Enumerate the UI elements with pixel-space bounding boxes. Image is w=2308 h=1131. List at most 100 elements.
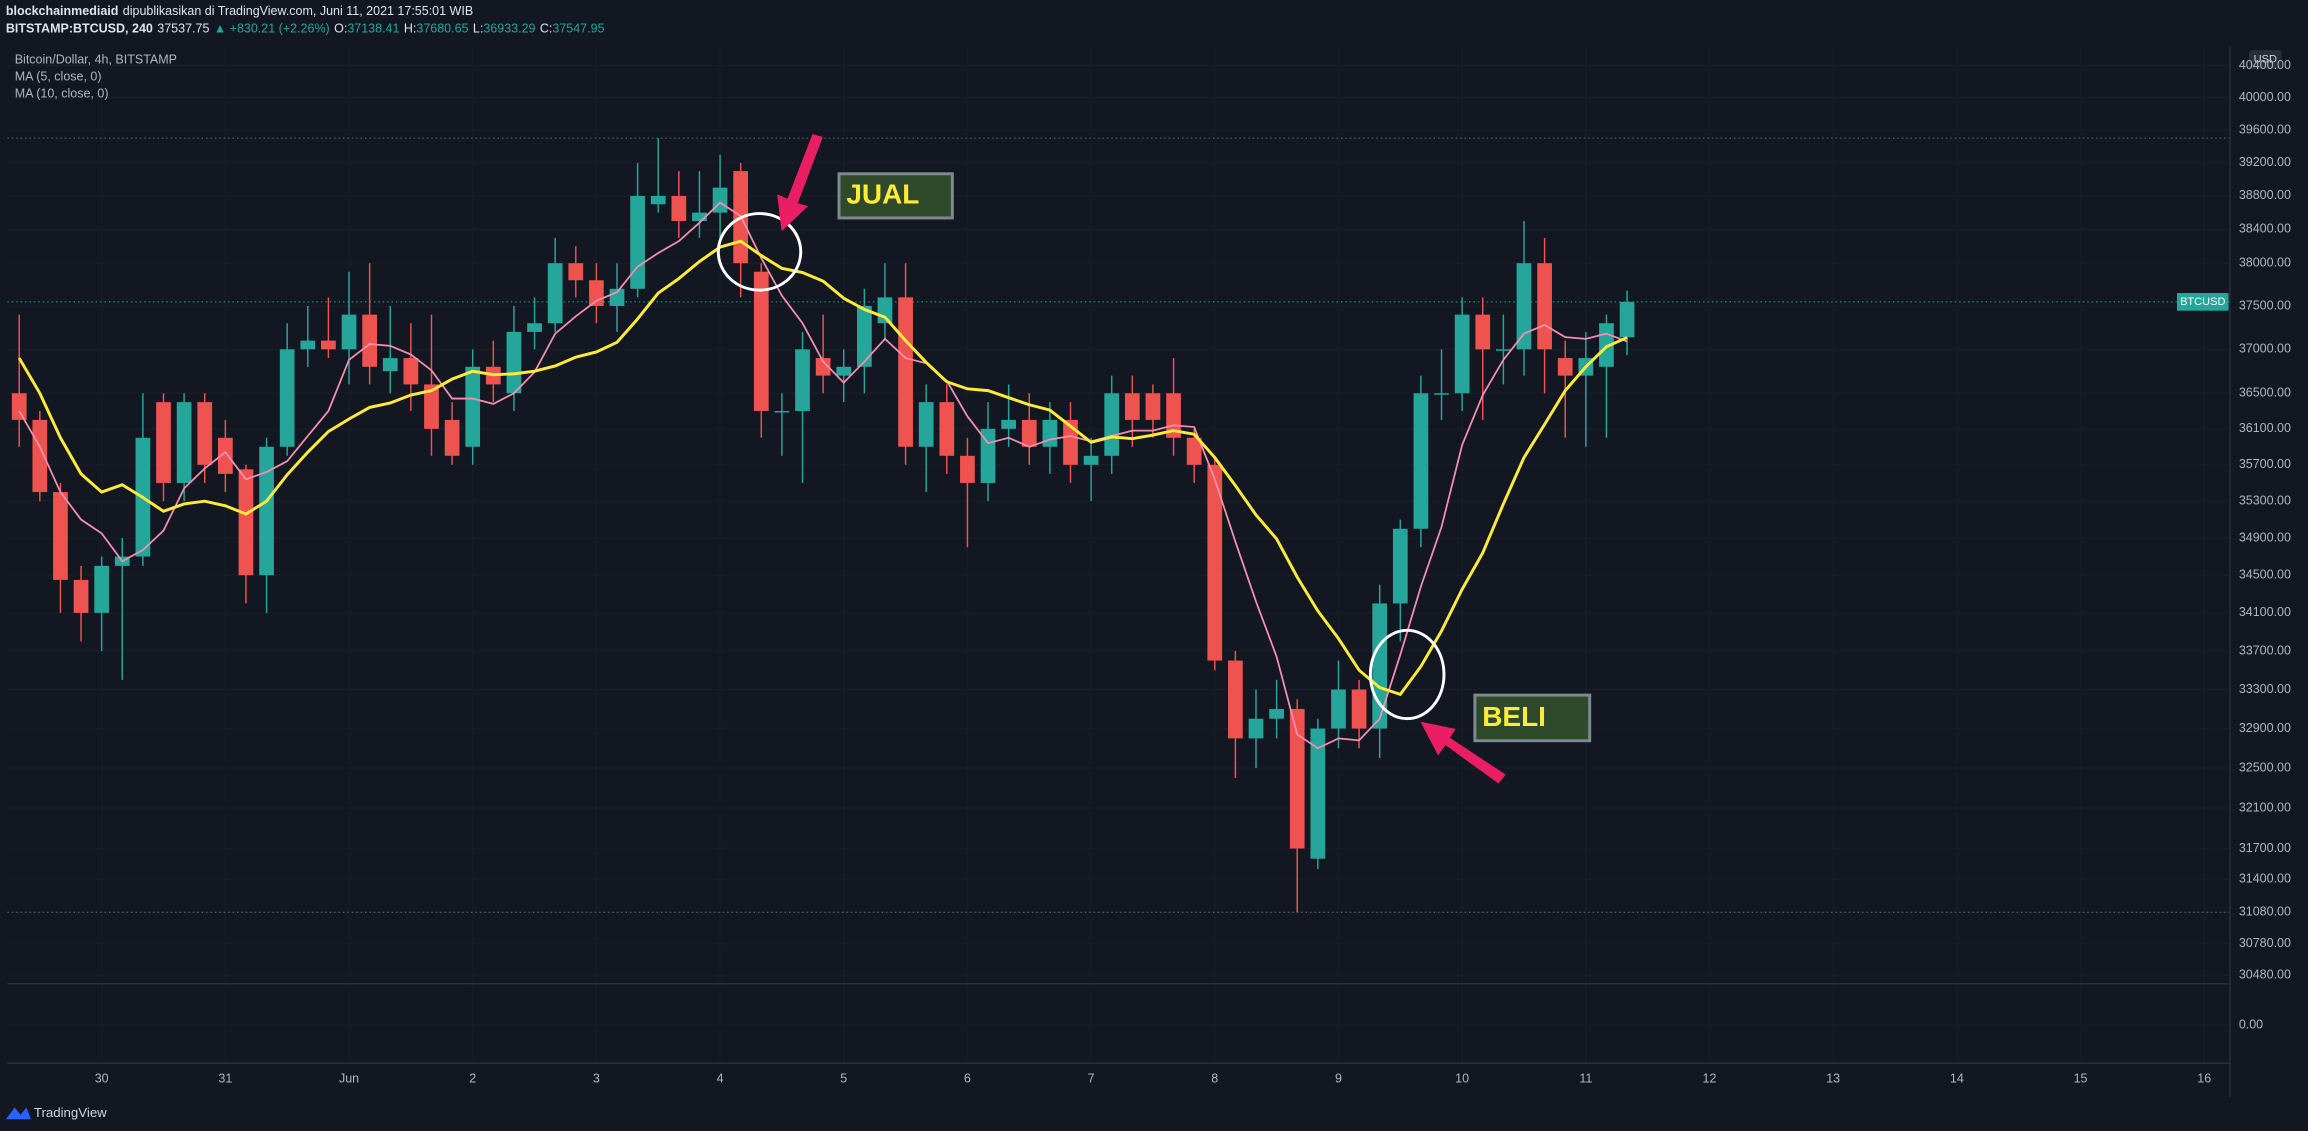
candle-body — [1331, 689, 1346, 729]
candle-body — [856, 305, 872, 367]
x-tick-label: 30 — [95, 1072, 109, 1086]
candle-body — [444, 419, 460, 456]
candle-body — [1021, 419, 1037, 447]
candle-body — [156, 402, 171, 483]
x-tick-label: Jun — [339, 1072, 359, 1086]
candle-body — [53, 492, 68, 580]
candle-body — [1413, 393, 1429, 529]
y-tick-label: 37000.00 — [2239, 342, 2291, 356]
buy-label: BELI — [1482, 701, 1546, 732]
y-tick-label: 34100.00 — [2239, 605, 2291, 619]
x-tick-label: 2 — [469, 1072, 476, 1086]
candle-body — [341, 314, 357, 350]
sell-circle — [716, 212, 803, 292]
y-tick-label: 32500.00 — [2239, 760, 2291, 774]
candle-body — [1454, 314, 1470, 394]
candle-body — [197, 402, 213, 465]
y-tick-label: 40400.00 — [2239, 58, 2291, 72]
x-tick-label: 3 — [593, 1072, 600, 1086]
y-tick-label: 36100.00 — [2239, 421, 2291, 435]
candle-body — [1310, 728, 1326, 859]
candle-body — [1207, 464, 1223, 661]
close-value: 37547.95 — [552, 22, 604, 36]
x-tick-label: 11 — [1579, 1072, 1592, 1086]
candle-body — [671, 195, 687, 222]
published-text: dipublikasikan di TradingView.com, Juni … — [123, 4, 473, 18]
x-tick-label: 31 — [218, 1072, 232, 1086]
y-tick-label: 34900.00 — [2239, 530, 2291, 544]
candle-body — [692, 212, 707, 222]
candle-body — [403, 358, 419, 385]
y-tick-label: 36500.00 — [2239, 386, 2291, 400]
candle-body — [918, 402, 934, 447]
candle-body — [1228, 660, 1243, 739]
y-tick-label: 34500.00 — [2239, 568, 2291, 582]
candle-body — [960, 455, 975, 483]
y-tick-label: 38400.00 — [2239, 222, 2291, 236]
logo-icon — [5, 1107, 31, 1120]
y-tick-label: 0.00 — [2239, 1017, 2263, 1031]
y-tick-label: 38000.00 — [2239, 256, 2291, 270]
ma-line — [17, 239, 1628, 697]
low-label: L: — [473, 22, 483, 36]
y-tick-label: 35300.00 — [2239, 493, 2291, 507]
open-value: 37138.41 — [347, 22, 399, 36]
chart-title: Bitcoin/Dollar, 4h, BITSTAMP — [15, 53, 177, 67]
candle-body — [650, 195, 666, 205]
candle-body — [424, 384, 439, 429]
candle-body — [465, 366, 481, 447]
legend-entry: MA (10, close, 0) — [15, 87, 109, 101]
candle-body — [712, 187, 728, 213]
candle-body — [259, 446, 274, 576]
candle-body — [1186, 437, 1202, 465]
y-tick-label: 31700.00 — [2239, 841, 2291, 855]
candle-body — [589, 280, 604, 306]
change: ▲ +830.21 (+2.26%) — [214, 22, 330, 36]
legend-entry: MA (5, close, 0) — [15, 70, 102, 84]
last-price: 37537.75 — [157, 22, 209, 36]
candle-body — [362, 314, 377, 367]
candle-body — [300, 340, 316, 350]
y-tick-label: 38800.00 — [2239, 188, 2291, 202]
candle-body — [1557, 358, 1573, 376]
plot-area — [7, 47, 2230, 1064]
candle-body — [94, 565, 110, 613]
publisher: blockchainmediaid — [6, 4, 119, 18]
x-tick-label: 12 — [1703, 1072, 1717, 1086]
currency-badge — [2249, 50, 2282, 70]
candle-body — [1434, 393, 1449, 395]
x-tick-label: 15 — [2074, 1072, 2088, 1086]
candle-body — [1475, 314, 1491, 350]
x-tick-label: 13 — [1826, 1072, 1840, 1086]
x-tick-label: 9 — [1335, 1072, 1342, 1086]
y-tick-label: 32900.00 — [2239, 721, 2291, 735]
x-tick-label: 8 — [1211, 1072, 1218, 1086]
candle-body — [32, 419, 48, 493]
candle-body — [1496, 349, 1511, 351]
candle-body — [506, 331, 522, 394]
candle-body — [217, 437, 233, 474]
price-tag — [2176, 293, 2229, 311]
candle-body — [898, 297, 913, 447]
x-tick-label: 16 — [2197, 1072, 2211, 1086]
candle-body — [1124, 393, 1140, 420]
low-value: 36933.29 — [483, 22, 535, 36]
candle-body — [382, 358, 398, 372]
high-value: 37680.65 — [416, 22, 468, 36]
y-tick-label: 39600.00 — [2239, 122, 2291, 136]
x-tick-label: 4 — [717, 1072, 724, 1086]
buy-arrow — [1420, 721, 1506, 784]
candle-body — [73, 579, 89, 613]
candle-body — [1537, 263, 1552, 350]
buy-box — [1473, 693, 1592, 743]
price-tag-label: BTCUSD — [2180, 296, 2225, 308]
y-tick-label: 33700.00 — [2239, 643, 2291, 657]
candle-body — [1351, 689, 1367, 729]
brand: TradingView — [34, 1105, 107, 1120]
candle-body — [1042, 419, 1058, 447]
x-tick-label: 10 — [1455, 1072, 1469, 1086]
high-label: H: — [404, 22, 416, 36]
y-tick-label: 37500.00 — [2239, 298, 2291, 312]
y-tick-label: 31400.00 — [2239, 872, 2291, 886]
